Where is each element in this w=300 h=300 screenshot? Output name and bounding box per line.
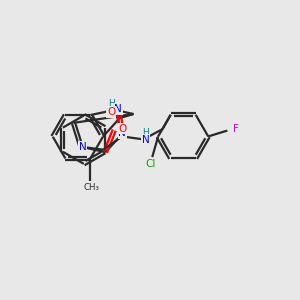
Text: Cl: Cl [146,158,156,169]
Text: N: N [114,104,122,114]
Text: H: H [142,128,149,137]
Text: H: H [108,100,115,109]
Text: N: N [118,128,126,138]
Text: N: N [142,135,150,145]
Text: CH₃: CH₃ [84,183,100,192]
Text: O: O [118,124,127,134]
Text: N: N [79,142,86,152]
Text: O: O [107,107,115,117]
Text: F: F [233,124,239,134]
